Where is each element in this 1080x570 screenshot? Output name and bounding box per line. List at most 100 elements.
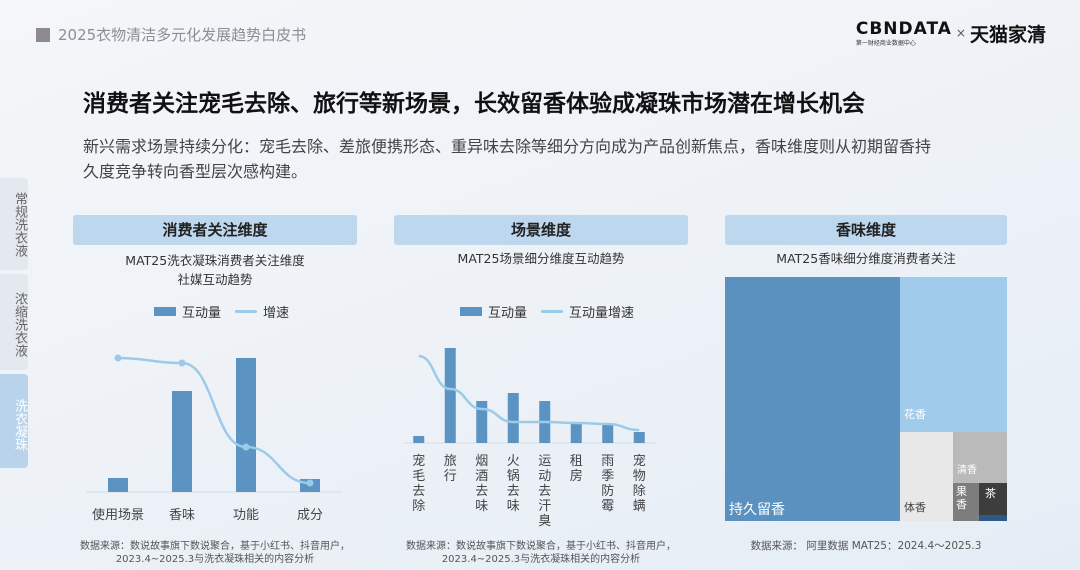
chart1-legend: 互动量 增速 (154, 302, 289, 321)
category-label: 味 (475, 499, 488, 514)
treemap-label: 持久留香 (729, 502, 785, 518)
legend-line-label: 互动量增速 (569, 306, 635, 321)
bar (633, 432, 645, 443)
bar (570, 424, 582, 443)
growth-point (306, 479, 314, 487)
category-label: 物 (633, 469, 646, 484)
category-label: 汗 (538, 499, 551, 514)
treemap-label: 花香 (904, 408, 926, 421)
legend-bar-swatch (460, 307, 482, 316)
category-label: 锅 (507, 468, 520, 484)
category-label: 毛 (412, 469, 425, 484)
category-label: 去 (412, 484, 425, 499)
report-header: 2025衣物清洁多元化发展趋势白皮书 (36, 24, 306, 45)
source-line-1: 数据来源：数说故事旗下数说聚合，基于小红书、抖音用户， (80, 541, 350, 552)
bar (476, 401, 488, 443)
bar (172, 391, 192, 492)
bar (444, 348, 456, 443)
chart1-subtitle-2: 社媒互动趋势 (177, 272, 253, 287)
category-label: 雨 (601, 454, 614, 469)
treemap-cell: 持久留香 (725, 277, 900, 521)
category-label: 臭 (538, 514, 551, 529)
growth-point (114, 354, 122, 362)
chart1-subtitle-1: MAT25洗衣凝珠消费者关注维度 (125, 253, 305, 268)
category-label: 宠 (412, 453, 425, 469)
category-label: 动 (538, 469, 551, 484)
treemap-cell (979, 515, 1007, 521)
bar (108, 478, 128, 492)
growth-line (418, 354, 640, 432)
growth-point (242, 443, 250, 451)
category-label: 宠 (633, 453, 646, 469)
growth-line (117, 356, 311, 485)
bar (507, 393, 519, 443)
sidebar-tab-pods[interactable]: 洗衣凝珠 (0, 374, 28, 468)
category-label: 运 (538, 454, 551, 469)
category-label: 去 (475, 484, 488, 499)
treemap-label: 清香 (957, 465, 977, 476)
treemap-cell: 体香 (900, 432, 953, 521)
legend-bar-label: 互动量 (488, 306, 528, 321)
cbndata-logo: CBNDATA (855, 19, 952, 39)
panel-header-scene: 场景维度 (394, 215, 688, 245)
category-label: 防 (601, 483, 614, 499)
chart3-source: 数据来源： 阿里数据 MAT25：2024.4～2025.3 (750, 540, 982, 552)
bar (413, 436, 425, 443)
category-label: 行 (444, 469, 457, 484)
chart1-title: MAT25洗衣凝珠消费者关注维度 社媒互动趋势 (73, 251, 357, 289)
legend-bar-swatch (154, 307, 176, 316)
report-title: 2025衣物清洁多元化发展趋势白皮书 (58, 26, 307, 44)
logo-x: × (955, 26, 966, 40)
page-description: 新兴需求场景持续分化：宠毛去除、差旅便携形态、重异味去除等细分方向成为产品创新焦… (83, 137, 932, 181)
cbndata-sub: 第一财经商业数据中心 (855, 40, 916, 47)
category-label: 房 (570, 468, 583, 484)
tmall-logo: 天猫家清 (969, 24, 1046, 46)
category-label: 旅 (444, 454, 457, 469)
header-square-icon (36, 27, 50, 42)
chart2-source: 数据来源：数说故事旗下数说聚合，基于小红书、抖音用户， 2023.4~2025.3… (394, 540, 688, 566)
category-label: 烟 (475, 454, 488, 469)
sidebar-tab-regular[interactable]: 常规洗衣液 (0, 178, 28, 270)
chart1-source: 数据来源：数说故事旗下数说聚合，基于小红书、抖音用户， 2023.4~2025.3… (73, 540, 357, 566)
category-label: 去 (538, 484, 551, 499)
category-label: 香味 (169, 508, 195, 523)
category-label: 功能 (233, 508, 259, 523)
source-line-2: 2023.4~2025.3与洗衣凝珠相关的内容分析 (115, 554, 315, 565)
category-label: 霉 (601, 499, 614, 514)
bar (236, 358, 256, 492)
growth-point (178, 359, 186, 367)
treemap-label: 果香 (956, 485, 967, 511)
panel-header-consumer: 消费者关注维度 (73, 215, 357, 245)
legend-line-swatch (541, 310, 564, 313)
treemap-cell: 花香 (900, 277, 1007, 432)
legend-line-swatch (235, 310, 258, 313)
category-label: 季 (601, 469, 614, 484)
source-line-1: 数据来源：数说故事旗下数说聚合，基于小红书、抖音用户， (406, 541, 676, 552)
sidebar-tab-concentrated[interactable]: 浓缩洗衣液 (0, 274, 28, 370)
category-label: 螨 (633, 499, 646, 514)
category-label: 酒 (475, 469, 488, 484)
legend-bar-label: 互动量 (182, 306, 222, 321)
legend-line-label: 增速 (263, 306, 290, 321)
bar (602, 424, 614, 443)
panel-header-fragrance: 香味维度 (725, 215, 1007, 245)
treemap-cell: 清香 (953, 432, 1007, 483)
category-label: 去 (507, 484, 520, 499)
chart3-title: MAT25香味细分维度消费者关注 (776, 251, 956, 266)
category-label: 租 (570, 454, 583, 469)
category-label: 成分 (297, 508, 323, 523)
category-label: 火 (507, 454, 520, 469)
source-line-2: 2023.4~2025.3与洗衣凝珠相关的内容分析 (441, 554, 641, 565)
category-label: 除 (633, 484, 646, 499)
category-label: 除 (412, 499, 425, 514)
category-label: 味 (507, 499, 520, 514)
treemap-label: 茶 (985, 487, 996, 500)
chart2-legend: 互动量 互动量增速 (460, 302, 634, 321)
treemap-cell: 果香 (953, 483, 979, 521)
treemap-cell: 茶 (979, 483, 1007, 515)
logo: CBNDATA 第一财经商业数据中心 × 天猫家清 (856, 20, 1046, 47)
page-title: 消费者关注宠毛去除、旅行等新场景，长效留香体验成凝珠市场潜在增长机会 (83, 91, 865, 117)
treemap-label: 体香 (904, 501, 926, 514)
